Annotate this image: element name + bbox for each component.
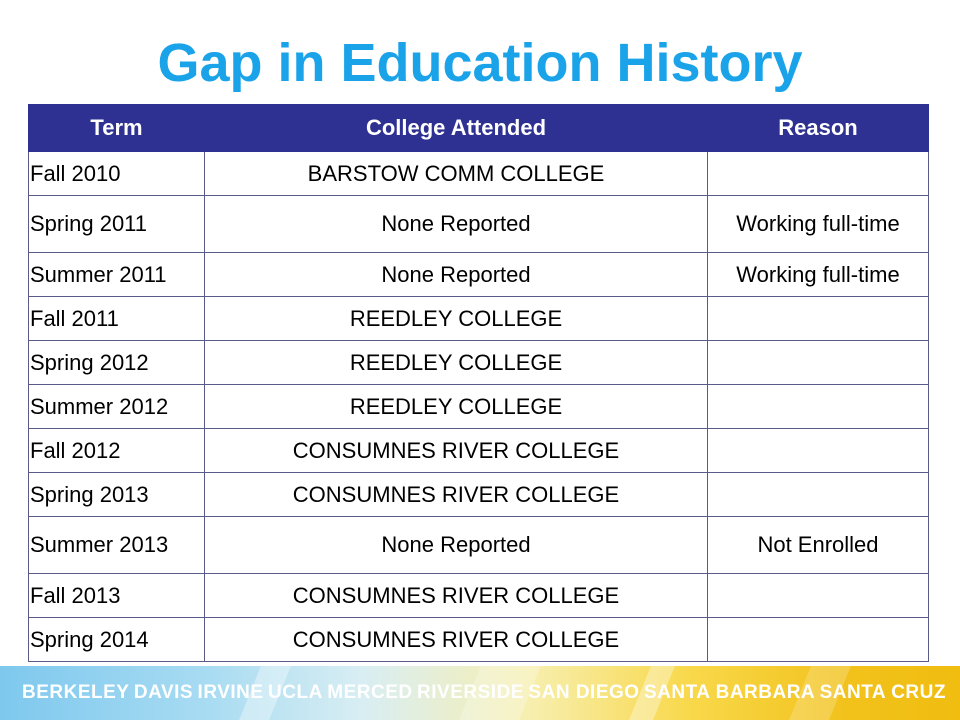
campus-davis: DAVIS [133, 682, 194, 703]
campus-banner: BERKELEY DAVIS IRVINE UCLA MERCED RIVERS… [0, 666, 960, 720]
campus-irvine: IRVINE [197, 682, 264, 703]
header-reason: Reason [707, 104, 929, 152]
reason-cell [707, 340, 929, 385]
reason-cell [707, 617, 929, 662]
college-cell: CONSUMNES RIVER COLLEGE [204, 472, 708, 517]
college-cell: CONSUMNES RIVER COLLEGE [204, 573, 708, 618]
header-college-attended: College Attended [204, 104, 708, 152]
table-row: Summer 2013 None Reported Not Enrolled [28, 516, 929, 574]
college-cell: REEDLEY COLLEGE [204, 384, 708, 429]
college-cell: CONSUMNES RIVER COLLEGE [204, 617, 708, 662]
reason-cell: Working full-time [707, 195, 929, 253]
reason-cell: Not Enrolled [707, 516, 929, 574]
campus-san-diego: SAN DIEGO [528, 682, 640, 703]
reason-cell: Working full-time [707, 252, 929, 297]
header-term: Term [28, 104, 205, 152]
term-cell: Fall 2013 [28, 573, 205, 618]
campus-merced: MERCED [327, 682, 413, 703]
reason-cell [707, 384, 929, 429]
campus-names: BERKELEY DAVIS IRVINE UCLA MERCED RIVERS… [0, 666, 960, 720]
term-cell: Summer 2011 [28, 252, 205, 297]
reason-cell [707, 296, 929, 341]
reason-cell [707, 472, 929, 517]
college-cell: None Reported [204, 195, 708, 253]
term-cell: Spring 2013 [28, 472, 205, 517]
reason-cell [707, 151, 929, 196]
table-row: Spring 2014 CONSUMNES RIVER COLLEGE [28, 617, 929, 662]
college-cell: CONSUMNES RIVER COLLEGE [204, 428, 708, 473]
reason-cell [707, 428, 929, 473]
term-cell: Spring 2012 [28, 340, 205, 385]
table-header-row: Term College Attended Reason [28, 104, 929, 152]
table-row: Fall 2011 REEDLEY COLLEGE [28, 296, 929, 341]
college-cell: None Reported [204, 252, 708, 297]
education-history-table: Term College Attended Reason Fall 2010 B… [28, 104, 929, 662]
term-cell: Fall 2010 [28, 151, 205, 196]
campus-santa-barbara: SANTA BARBARA [644, 682, 816, 703]
table-row: Spring 2011 None Reported Working full-t… [28, 195, 929, 253]
table-row: Fall 2013 CONSUMNES RIVER COLLEGE [28, 573, 929, 618]
reason-cell [707, 573, 929, 618]
college-cell: REEDLEY COLLEGE [204, 296, 708, 341]
table-row: Fall 2012 CONSUMNES RIVER COLLEGE [28, 428, 929, 473]
campus-riverside: RIVERSIDE [417, 682, 524, 703]
page-title: Gap in Education History [157, 33, 803, 93]
table-row: Summer 2012 REEDLEY COLLEGE [28, 384, 929, 429]
campus-berkeley: BERKELEY [22, 682, 130, 703]
term-cell: Spring 2014 [28, 617, 205, 662]
term-cell: Summer 2012 [28, 384, 205, 429]
term-cell: Fall 2011 [28, 296, 205, 341]
table-row: Summer 2011 None Reported Working full-t… [28, 252, 929, 297]
table-row: Spring 2012 REEDLEY COLLEGE [28, 340, 929, 385]
college-cell: BARSTOW COMM COLLEGE [204, 151, 708, 196]
table-row: Spring 2013 CONSUMNES RIVER COLLEGE [28, 472, 929, 517]
table-row: Fall 2010 BARSTOW COMM COLLEGE [28, 151, 929, 196]
term-cell: Fall 2012 [28, 428, 205, 473]
campus-ucla: UCLA [268, 682, 323, 703]
campus-santa-cruz: SANTA CRUZ [819, 682, 946, 703]
term-cell: Summer 2013 [28, 516, 205, 574]
college-cell: None Reported [204, 516, 708, 574]
term-cell: Spring 2011 [28, 195, 205, 253]
college-cell: REEDLEY COLLEGE [204, 340, 708, 385]
